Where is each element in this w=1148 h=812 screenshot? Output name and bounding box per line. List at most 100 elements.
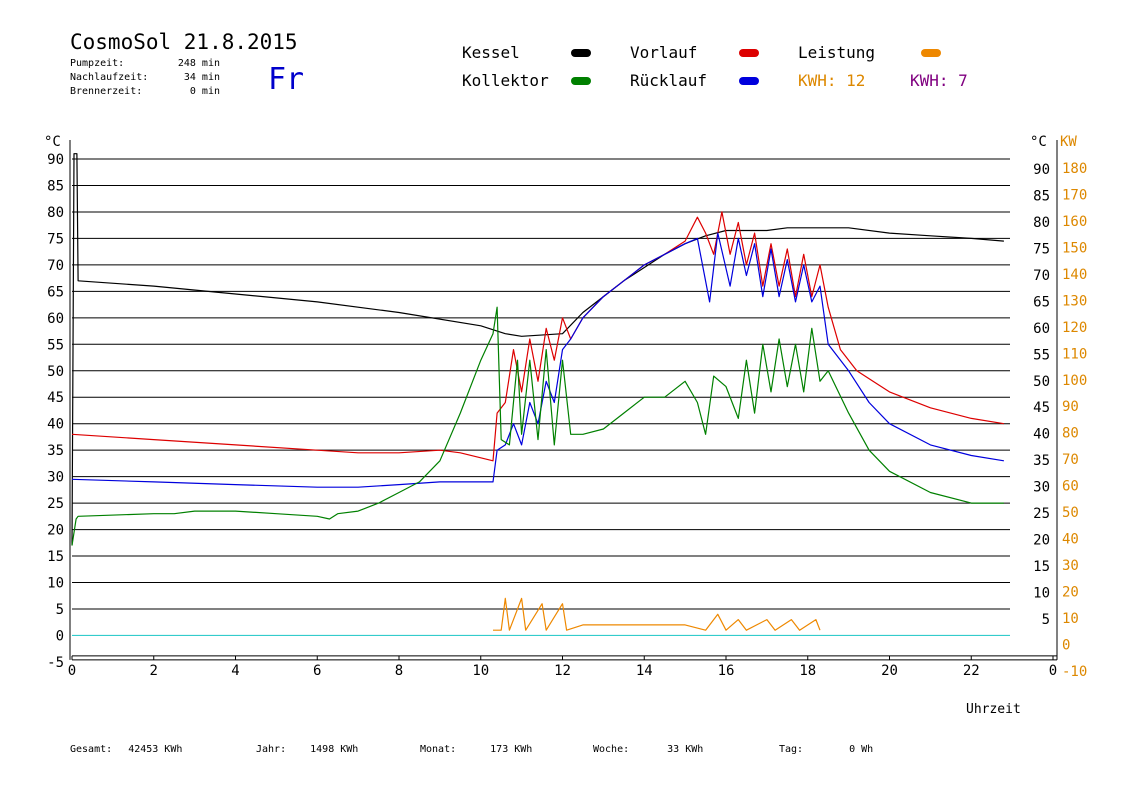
y-tick-right: 40	[1033, 427, 1050, 443]
y-tick-kw: 20	[1062, 585, 1079, 601]
stat-label: Pumpzeit:	[70, 58, 125, 69]
footer-jahr: Jahr: 1498 KWh	[256, 744, 358, 755]
y-tick-left: 10	[47, 576, 64, 592]
x-tick-label: 16	[718, 663, 735, 679]
grid-layer	[72, 158, 1010, 637]
x-tick-label: 4	[231, 663, 239, 679]
series-kollektor	[71, 306, 1004, 546]
x-tick-label: 0	[68, 663, 76, 679]
y-tick-right: 50	[1033, 374, 1050, 390]
x-tick-label: 8	[395, 663, 403, 679]
footer-value: 1498 KWh	[310, 744, 359, 755]
y-tick-kw: 10	[1062, 611, 1079, 627]
footer-monat: Monat: 173 KWh	[420, 744, 532, 755]
y-tick-kw: 50	[1062, 505, 1079, 521]
legend-ruecklauf-swatch	[739, 77, 759, 85]
legend-kollektor-label: Kollektor	[462, 71, 549, 90]
y-tick-left: 25	[47, 496, 64, 512]
y-tick-right: 55	[1033, 347, 1050, 363]
y-tick-left: 90	[47, 152, 64, 168]
legend-vorlauf-swatch	[739, 49, 759, 57]
y-tick-right: 15	[1033, 559, 1050, 575]
y-tick-right: 65	[1033, 294, 1050, 310]
y-tick-kw: 160	[1062, 214, 1087, 230]
stat-brennerzeit: Brennerzeit: 0 min	[70, 86, 220, 98]
y-axis-unit-left: °C	[44, 134, 61, 150]
y-tick-left: 15	[47, 549, 64, 565]
x-tick-label: 12	[554, 663, 571, 679]
stat-value: 248 min	[177, 58, 220, 69]
y-tick-kw: 100	[1062, 373, 1087, 389]
y-tick-left: 85	[47, 178, 64, 194]
y-tick-left: 50	[47, 364, 64, 380]
legend-kwh-leistung: KWH: 12	[798, 71, 866, 90]
y-tick-kw: 30	[1062, 558, 1079, 574]
legend-kessel-label: Kessel	[462, 43, 520, 62]
y-tick-left: 35	[47, 443, 64, 459]
series-ruecklauf	[71, 232, 1004, 488]
stat-nachlaufzeit: Nachlaufzeit: 34 min	[70, 72, 220, 84]
y-tick-right: 70	[1033, 268, 1050, 284]
x-tick-label: 18	[799, 663, 816, 679]
y-tick-left: 80	[47, 205, 64, 221]
x-tick-label: 6	[313, 663, 321, 679]
legend-kollektor-swatch	[571, 77, 591, 85]
weekday-label: Fr	[268, 62, 305, 97]
axis-layer	[69, 140, 1058, 661]
y-tick-kw: 120	[1062, 320, 1087, 336]
x-axis-title: Uhrzeit	[966, 702, 1021, 717]
y-tick-right: 60	[1033, 321, 1050, 337]
series-layer	[71, 153, 1004, 631]
y-axis-unit-kw: KW	[1060, 134, 1077, 150]
x-tick-label: 10	[472, 663, 489, 679]
footer-label: Jahr:	[256, 744, 287, 755]
y-axis-unit-right: °C	[1030, 134, 1047, 150]
y-tick-right: 25	[1033, 506, 1050, 522]
y-tick-kw: 40	[1062, 532, 1079, 548]
y-tick-kw: 60	[1062, 479, 1079, 495]
label-layer: °C °C KW9085807570656055504540353025201510…	[44, 134, 1087, 680]
x-tick-label: 2	[150, 663, 158, 679]
y-tick-left: 60	[47, 311, 64, 327]
y-tick-kw: 110	[1062, 346, 1087, 362]
footer-value: 173 KWh	[490, 744, 533, 755]
y-tick-kw: 130	[1062, 293, 1087, 309]
y-tick-left: 5	[56, 602, 64, 618]
legend-kessel-swatch	[571, 49, 591, 57]
y-tick-left: 45	[47, 390, 64, 406]
stat-value: 0 min	[189, 86, 220, 97]
legend-leistung-label: Leistung	[798, 43, 876, 62]
stat-label: Brennerzeit:	[70, 86, 143, 97]
y-tick-right: 30	[1033, 480, 1050, 496]
chart-title: CosmoSol 21.8.2015	[70, 30, 298, 54]
y-tick-left: 0	[56, 628, 64, 644]
y-tick-left: 55	[47, 337, 64, 353]
y-tick-left: 30	[47, 470, 64, 486]
footer-value: 33 KWh	[667, 744, 704, 755]
y-tick-left: 70	[47, 258, 64, 274]
y-tick-kw: -10	[1062, 664, 1087, 680]
y-tick-kw: 180	[1062, 161, 1087, 177]
y-tick-right: 5	[1042, 612, 1050, 628]
y-tick-left: -5	[47, 655, 64, 671]
legend-ruecklauf-label: Rücklauf	[630, 71, 708, 90]
footer-value: 0 Wh	[849, 744, 874, 755]
stat-pumpzeit: Pumpzeit: 248 min	[70, 58, 220, 70]
legend-leistung-swatch	[921, 49, 941, 57]
footer-label: Gesamt:	[70, 744, 113, 755]
stat-label: Nachlaufzeit:	[70, 72, 149, 83]
y-tick-right: 10	[1033, 586, 1050, 602]
footer-tag: Tag: 0 Wh	[779, 744, 873, 755]
y-tick-right: 90	[1033, 162, 1050, 178]
y-tick-kw: 150	[1062, 240, 1087, 256]
y-tick-left: 20	[47, 523, 64, 539]
y-tick-right: 45	[1033, 400, 1050, 416]
series-leistung	[493, 597, 821, 631]
footer-woche: Woche: 33 KWh	[593, 744, 703, 755]
footer-gesamt: Gesamt: 42453 KWh	[70, 744, 182, 755]
y-tick-kw: 70	[1062, 452, 1079, 468]
footer-value: 42453 KWh	[128, 744, 183, 755]
y-tick-kw: 90	[1062, 399, 1079, 415]
y-tick-left: 65	[47, 284, 64, 300]
